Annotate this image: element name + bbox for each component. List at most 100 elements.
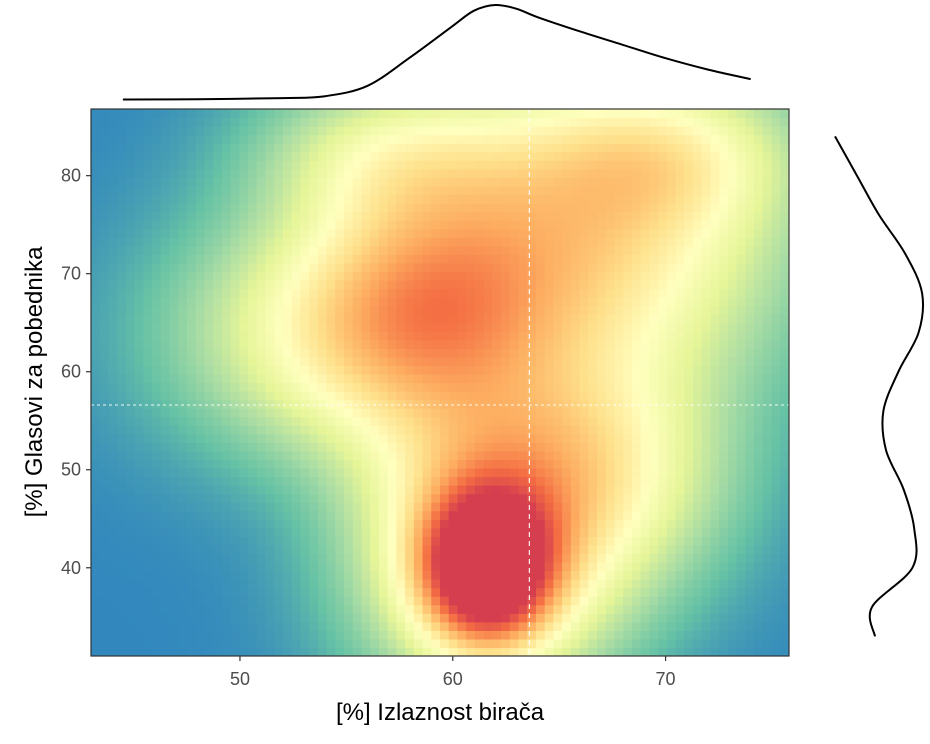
heatmap-cell xyxy=(736,279,746,290)
heatmap-cell xyxy=(405,373,415,384)
heatmap-cell xyxy=(501,399,511,409)
heatmap-cell xyxy=(370,279,380,290)
heatmap-cell xyxy=(501,168,511,178)
heatmap-cell xyxy=(466,143,476,153)
heatmap-cell xyxy=(405,613,415,623)
heatmap-cell xyxy=(413,382,424,392)
heatmap-cell xyxy=(108,126,118,136)
heatmap-cell xyxy=(754,604,764,614)
heatmap-cell xyxy=(492,220,502,230)
heatmap-cell xyxy=(317,254,328,264)
heatmap-cell xyxy=(553,493,563,503)
heatmap-cell xyxy=(527,450,537,461)
heatmap-cell xyxy=(309,288,319,298)
heatmap-cell xyxy=(553,382,563,392)
heatmap-cell xyxy=(335,228,345,238)
heatmap-cell xyxy=(666,305,677,315)
heatmap-cell xyxy=(326,160,336,170)
heatmap-cell xyxy=(597,408,607,418)
heatmap-cell xyxy=(579,211,589,221)
heatmap-cell xyxy=(431,279,441,290)
heatmap-cell xyxy=(544,536,555,546)
heatmap-cell xyxy=(745,467,755,478)
heatmap-cell xyxy=(335,399,345,409)
heatmap-cell xyxy=(239,288,249,298)
heatmap-cell xyxy=(387,160,397,170)
heatmap-cell xyxy=(204,151,214,161)
heatmap-cell xyxy=(457,459,467,469)
heatmap-cell xyxy=(658,322,668,332)
heatmap-cell xyxy=(527,604,537,614)
heatmap-cell xyxy=(640,425,650,435)
heatmap-cell xyxy=(422,519,432,529)
heatmap-cell xyxy=(675,442,685,452)
heatmap-cell xyxy=(204,467,214,478)
heatmap-cell xyxy=(143,621,153,631)
heatmap-cell xyxy=(527,493,537,503)
heatmap-cell xyxy=(169,168,179,178)
heatmap-cell xyxy=(597,382,607,392)
heatmap-cell xyxy=(317,194,328,204)
heatmap-cell xyxy=(605,519,616,529)
heatmap-cell xyxy=(605,570,616,580)
heatmap-cell xyxy=(483,297,493,307)
heatmap-cell xyxy=(675,185,685,196)
heatmap-cell xyxy=(195,297,206,307)
heatmap-cell xyxy=(169,553,179,563)
heatmap-cell xyxy=(309,117,319,127)
heatmap-cell xyxy=(605,433,616,443)
heatmap-cell xyxy=(684,519,694,529)
heatmap-cell xyxy=(256,160,267,170)
heatmap-cell xyxy=(221,177,232,187)
heatmap-cell xyxy=(99,459,110,469)
heatmap-cell xyxy=(562,365,572,375)
heatmap-cell xyxy=(387,399,397,409)
heatmap-cell xyxy=(745,425,755,435)
heatmap-cell xyxy=(134,177,144,187)
heatmap-cell xyxy=(710,604,720,614)
heatmap-cell xyxy=(474,493,485,503)
heatmap-cell xyxy=(387,561,397,572)
heatmap-cell xyxy=(396,331,406,341)
heatmap-cell xyxy=(300,203,310,213)
heatmap-cell xyxy=(256,185,267,196)
heatmap-cell xyxy=(562,408,572,418)
heatmap-cell xyxy=(396,485,406,495)
heatmap-cell xyxy=(344,331,354,341)
heatmap-cell xyxy=(457,561,467,572)
heatmap-cell xyxy=(431,450,441,461)
heatmap-cell xyxy=(614,254,624,264)
heatmap-cell xyxy=(553,262,563,272)
heatmap-cell xyxy=(762,587,773,597)
heatmap-cell xyxy=(483,544,493,555)
heatmap-cell xyxy=(160,604,171,614)
heatmap-cell xyxy=(623,305,633,315)
heatmap-cell xyxy=(99,109,110,119)
heatmap-cell xyxy=(256,536,267,546)
heatmap-cell xyxy=(134,254,144,264)
heatmap-cell xyxy=(405,254,415,264)
heatmap-cell xyxy=(326,638,336,649)
heatmap-cell xyxy=(527,365,537,375)
heatmap-cell xyxy=(509,485,520,495)
heatmap-cell xyxy=(352,561,363,572)
heatmap-cell xyxy=(640,348,650,358)
heatmap-cell xyxy=(256,621,267,631)
heatmap-cell xyxy=(291,271,301,281)
heatmap-cell xyxy=(544,228,555,238)
heatmap-cell xyxy=(309,348,319,358)
heatmap-cell xyxy=(701,237,712,247)
heatmap-cell xyxy=(466,151,476,161)
heatmap-cell xyxy=(640,476,650,486)
heatmap-cell xyxy=(178,297,188,307)
heatmap-cell xyxy=(186,587,197,597)
heatmap-cell xyxy=(501,544,511,555)
heatmap-cell xyxy=(326,544,336,555)
heatmap-cell xyxy=(483,194,493,204)
heatmap-cell xyxy=(335,587,345,597)
heatmap-cell xyxy=(344,117,354,127)
heatmap-cell xyxy=(152,485,162,495)
heatmap-cell xyxy=(143,237,153,247)
heatmap-cell xyxy=(178,450,188,461)
heatmap-cell xyxy=(701,587,712,597)
